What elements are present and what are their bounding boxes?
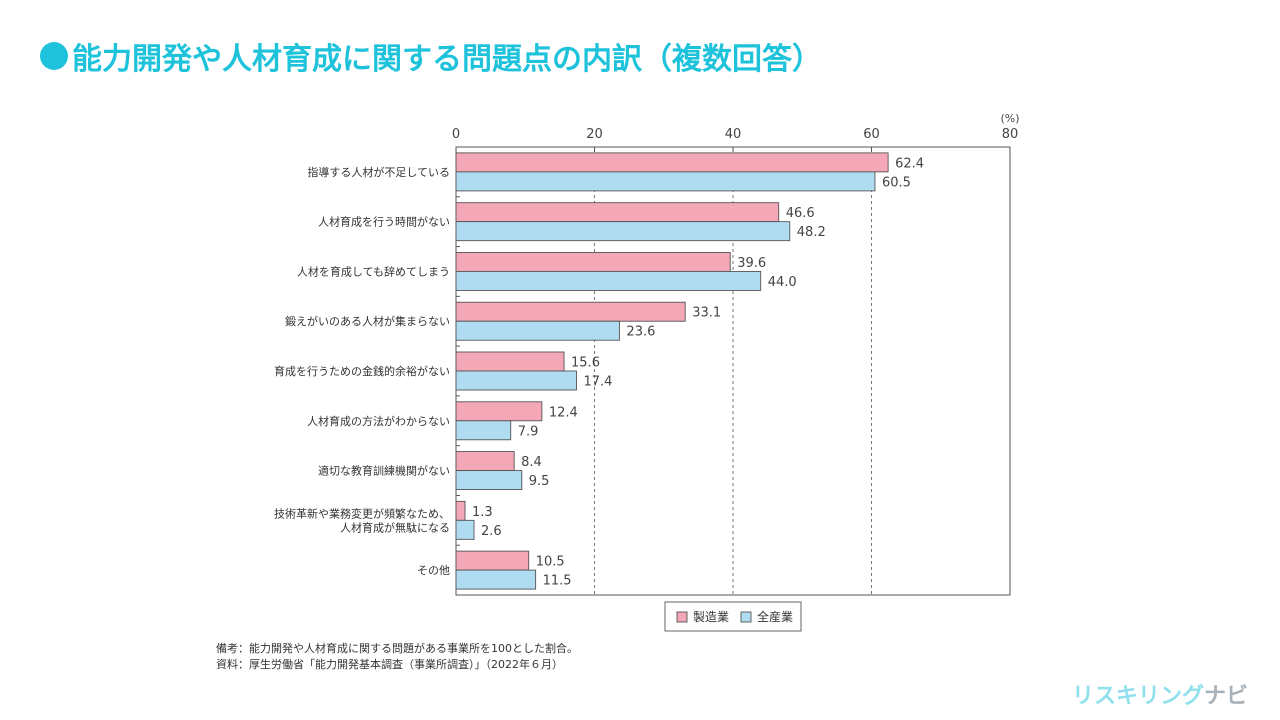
category-label: 指導する人材が不足している: [307, 165, 450, 179]
legend-box: [664, 601, 802, 632]
data-label: 1.3: [472, 505, 493, 520]
data-label: 15.6: [571, 356, 600, 371]
category-label: その他: [417, 564, 450, 577]
category-label: 鍛えがいのある人材が集まらない: [285, 314, 450, 328]
bullet-icon: [40, 42, 68, 70]
x-tick-label: 0: [452, 127, 460, 142]
x-tick-label: 80: [1002, 127, 1019, 142]
logo-text-sub: ナビ: [1204, 684, 1249, 709]
bar-all-industries: [455, 270, 762, 291]
data-label: 12.4: [549, 405, 578, 420]
x-tick-label: 40: [725, 127, 742, 142]
unit-label: (%): [1000, 112, 1019, 125]
category-label: 育成を行うための金銭的余裕がない: [274, 364, 450, 378]
data-label: 11.5: [543, 574, 572, 589]
category-label: 人材を育成しても辞めてしまう: [297, 264, 450, 278]
x-tick-label: 60: [863, 127, 880, 142]
category-label: 適切な教育訓練機関がない: [318, 464, 450, 478]
site-logo: リスキリングナビ: [1072, 678, 1248, 710]
data-label: 48.2: [797, 225, 826, 240]
category-label: 人材育成が無駄になる: [340, 520, 450, 534]
legend-swatch: [676, 611, 688, 623]
chart-title: 能力開発や人材育成に関する問題点の内訳（複数回答）: [40, 34, 822, 78]
bar-all-industries: [455, 470, 523, 491]
data-label: 33.1: [692, 306, 721, 321]
bar-manufacturing: [455, 550, 530, 571]
bar-manufacturing: [455, 152, 889, 173]
remark-note: 備考：能力開発や人材育成に関する問題がある事業所を100とした割合。: [216, 642, 578, 655]
bar-all-industries: [455, 519, 475, 540]
data-label: 60.5: [882, 175, 911, 190]
logo-text-main: リスキリング: [1072, 684, 1205, 709]
bar-manufacturing: [455, 401, 543, 422]
bar-all-industries: [455, 569, 537, 590]
bar-manufacturing: [455, 301, 686, 322]
data-label: 17.4: [583, 375, 612, 390]
legend-label: 製造業: [693, 610, 729, 624]
data-label: 10.5: [536, 555, 565, 570]
data-label: 7.9: [518, 424, 539, 439]
data-label: 39.6: [737, 256, 766, 271]
legend-swatch: [740, 611, 752, 623]
bar-all-industries: [455, 370, 577, 391]
bar-all-industries: [455, 171, 876, 192]
data-label: 62.4: [895, 156, 924, 171]
category-label: 人材育成を行う時間がない: [318, 215, 450, 229]
bar-manufacturing: [455, 500, 466, 521]
data-label: 8.4: [521, 455, 542, 470]
category-label: 技術革新や業務変更が頻繁なため、: [274, 506, 450, 520]
bar-all-industries: [455, 420, 512, 441]
data-label: 23.6: [626, 325, 655, 340]
category-label: 人材育成の方法がわからない: [307, 414, 450, 428]
bar-all-industries: [455, 221, 791, 242]
chart-title-text: 能力開発や人材育成に関する問題点の内訳（複数回答）: [72, 42, 822, 77]
bar-manufacturing: [455, 351, 565, 372]
data-label: 44.0: [768, 275, 797, 290]
data-label: 46.6: [786, 206, 815, 221]
source-note: 資料：厚生労働省「能力開発基本調査（事業所調査）」（2022年６月）: [216, 658, 563, 671]
data-label: 2.6: [481, 524, 502, 539]
bar-manufacturing: [455, 451, 515, 472]
legend-label: 全産業: [757, 609, 793, 624]
bar-all-industries: [455, 320, 620, 341]
data-label: 9.5: [529, 474, 550, 489]
bar-manufacturing: [455, 202, 780, 223]
x-tick-label: 20: [586, 127, 603, 142]
bar-manufacturing: [455, 251, 731, 272]
